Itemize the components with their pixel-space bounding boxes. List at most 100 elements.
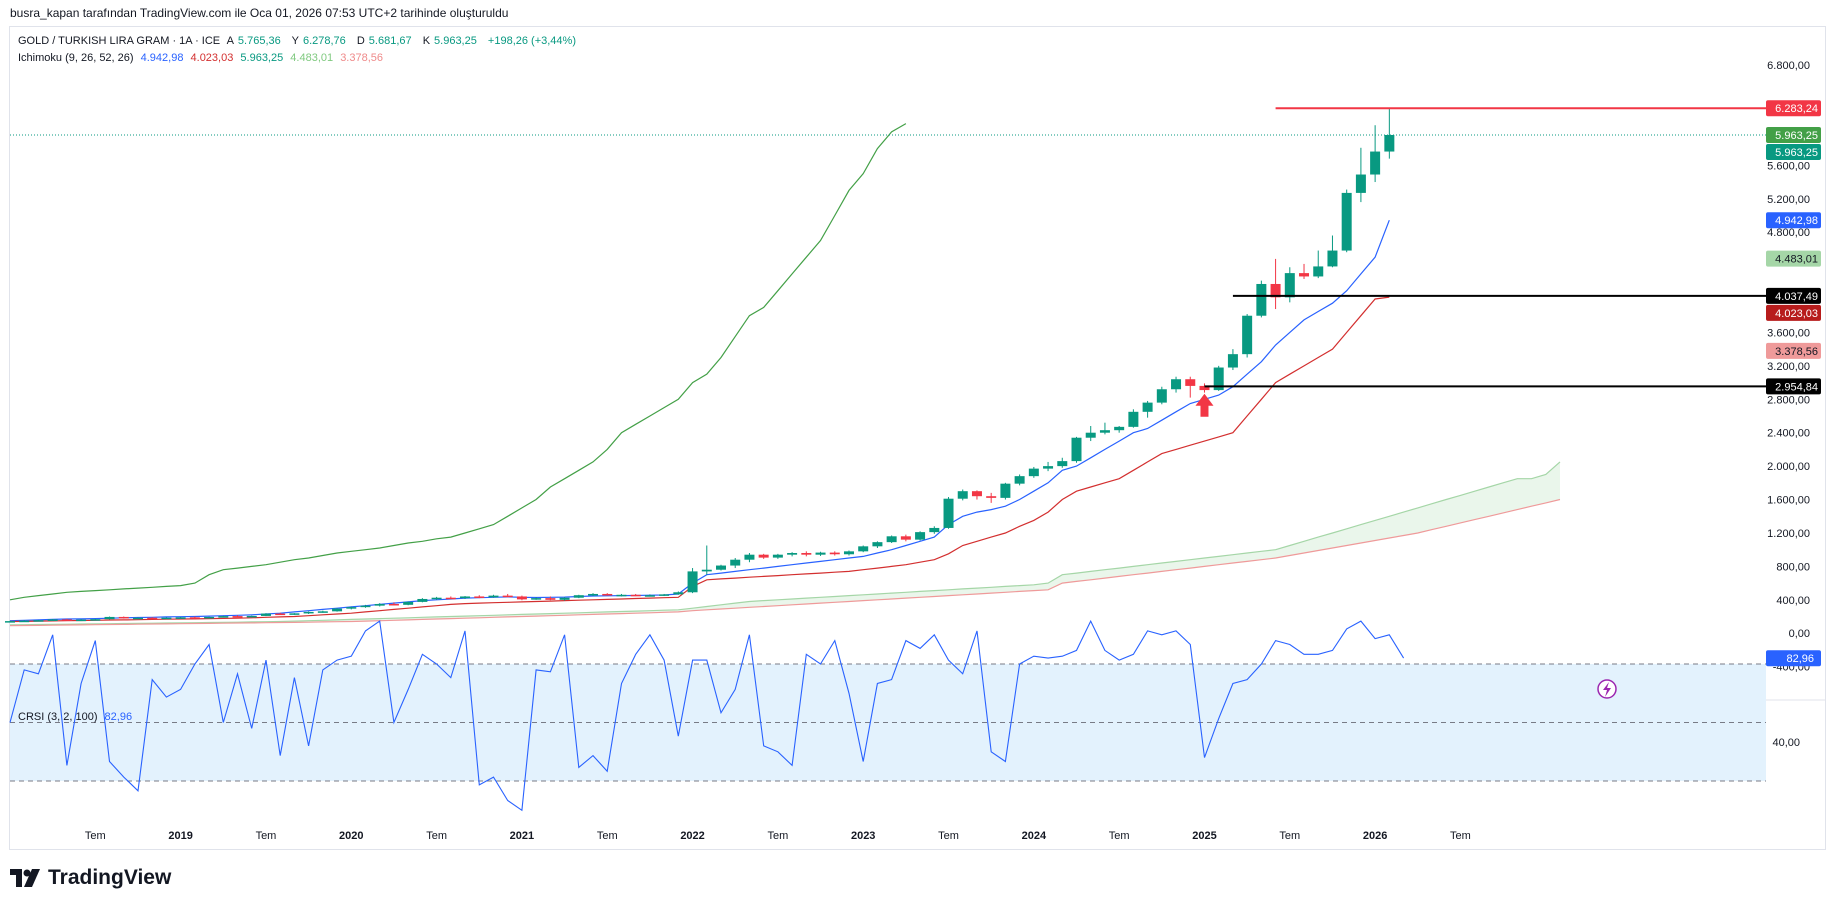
candle-body [303, 611, 314, 614]
crsi-legend[interactable]: CRSI (3, 2, 100) 82,96 [18, 711, 136, 723]
price-tick-label: 4.800,00 [1767, 227, 1810, 239]
candle [1284, 267, 1295, 303]
brand-name: TradingView [48, 866, 172, 889]
time-tick-label: Tem [938, 830, 959, 842]
candle-body [1242, 315, 1253, 355]
candle-body [602, 593, 613, 596]
price-label-text: 3.378,56 [1775, 346, 1818, 358]
candle [929, 526, 940, 534]
candle-body [886, 536, 897, 543]
time-tick-label: 2026 [1363, 830, 1387, 842]
legend-change: +198,26 (+3,44%) [487, 35, 576, 47]
candle-body [872, 542, 883, 547]
candle-body [1000, 483, 1011, 498]
candle-body [360, 605, 371, 608]
time-axis: Tem 2019 Tem 2020 Tem 2021 Tem 2022 Tem 2023 Tem 20… [85, 830, 1471, 842]
time-tick-label: 2020 [339, 830, 363, 842]
price-label-bg [1766, 378, 1821, 395]
price-label-text: 5.963,25 [1775, 147, 1818, 159]
candle-body [730, 559, 741, 566]
candle-body [61, 619, 72, 621]
candle-body [118, 616, 129, 619]
candle-body [1028, 468, 1039, 477]
candle [1370, 125, 1381, 183]
candle-body [332, 608, 343, 612]
candle-body [1270, 283, 1281, 298]
candle-body [1199, 385, 1210, 391]
candle [1142, 400, 1153, 418]
candle [90, 618, 101, 621]
candle-body [388, 603, 399, 606]
candle-body [374, 603, 385, 606]
candle [346, 606, 357, 610]
chart-created-by: busra_kapan tarafından TradingView.com i… [10, 6, 509, 20]
time-tick-label: Tem [256, 830, 277, 842]
candle [360, 604, 371, 608]
candle-body [1171, 379, 1182, 390]
candle [1071, 436, 1082, 463]
candle [644, 594, 655, 597]
tradingview-logo-icon [10, 869, 40, 887]
candle [986, 492, 997, 503]
crsi-pane: 40,00 82,96 [9, 619, 1825, 812]
candle [474, 595, 485, 599]
candle-body [317, 611, 328, 613]
price-label-bg [1766, 143, 1821, 160]
lightning-icon[interactable] [1597, 679, 1617, 699]
main-legend[interactable]: GOLD / TURKISH LIRA GRAM · 1A · ICE A 5.7… [18, 35, 580, 47]
time-tick-label: Tem [1109, 830, 1130, 842]
price-tick-label: 1.200,00 [1767, 528, 1810, 540]
candle-body [1341, 192, 1352, 251]
candle [1099, 422, 1110, 435]
candle [815, 551, 826, 556]
candle-body [687, 571, 698, 593]
price-labels: 6.283,24 5.963,25 5.963,25 4.942,98 4.483,01… [1766, 100, 1821, 395]
time-tick-label: Tem [1450, 830, 1471, 842]
candle [1014, 474, 1025, 486]
candle [602, 593, 613, 596]
price-label-bg [1766, 304, 1821, 321]
candle [147, 617, 158, 620]
candle-body [232, 616, 243, 618]
candle-body [1085, 432, 1096, 438]
candle [303, 611, 314, 615]
candle [218, 615, 229, 618]
crsi-price-label-text: 82,96 [1786, 653, 1814, 665]
candle-body [147, 617, 158, 620]
candle-body [744, 554, 755, 560]
candle-body [787, 553, 798, 555]
candle [431, 596, 442, 600]
candle [659, 593, 670, 597]
candle-body [815, 552, 826, 555]
legend-low: D 5.681,67 [356, 35, 412, 47]
arrow-up-icon [1195, 393, 1214, 417]
candle-body [957, 491, 968, 499]
price-label-text: 4.023,03 [1775, 308, 1818, 320]
candle-body [260, 613, 271, 616]
candle-body [716, 565, 726, 570]
price-label-bg [1766, 100, 1821, 117]
candle-body [1114, 426, 1125, 431]
candle-body [929, 527, 940, 533]
candle-body [417, 598, 428, 602]
ichimoku-lagging-value: 5.963,25 [240, 52, 284, 64]
candle [104, 616, 115, 620]
ichimoku-legend[interactable]: Ichimoku (9, 26, 52, 26) 4.942,98 4.023,… [18, 52, 387, 64]
candle-body [516, 596, 527, 600]
candle-body [132, 617, 143, 620]
ichimoku-kijun-value: 4.023,03 [190, 52, 234, 64]
candle [118, 616, 129, 619]
candle [1171, 376, 1182, 393]
candle-body [659, 594, 670, 596]
time-tick-label: Tem [85, 830, 106, 842]
candle [317, 610, 328, 613]
price-label-text: 6.283,24 [1775, 103, 1818, 115]
tradingview-brand[interactable]: TradingView [10, 866, 171, 890]
candle [1199, 383, 1210, 393]
ichimoku-span-a-value: 4.483,01 [290, 52, 334, 64]
price-label-text: 4.483,01 [1775, 254, 1818, 266]
candle [872, 541, 883, 548]
candle-body [104, 616, 115, 620]
candle [260, 613, 271, 617]
